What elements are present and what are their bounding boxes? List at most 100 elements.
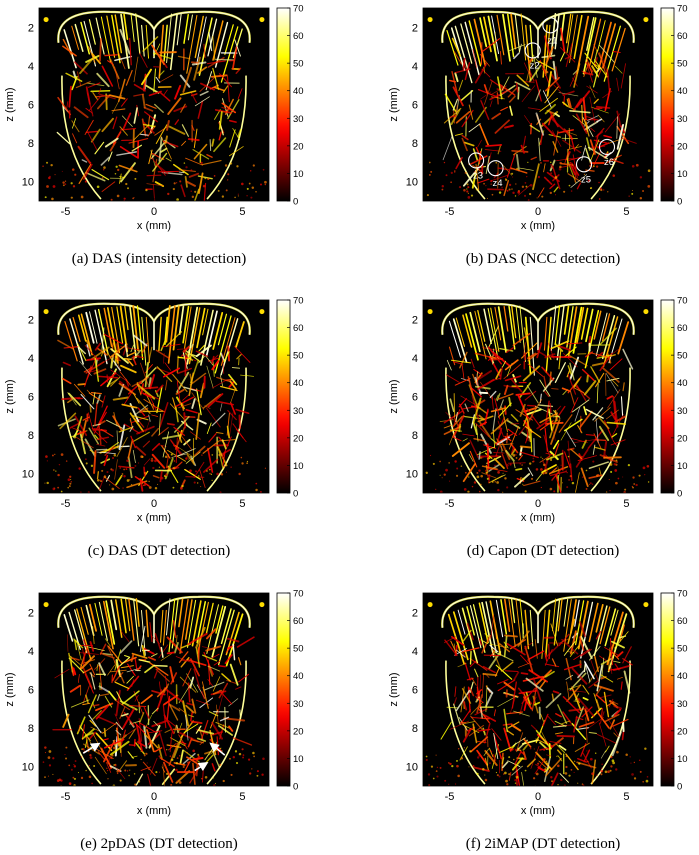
colorbar-tick-label: 40 bbox=[677, 86, 688, 97]
colorbar-tick-label: 50 bbox=[293, 351, 304, 362]
y-tick-label: 2 bbox=[28, 22, 34, 34]
x-tick-label: 5 bbox=[623, 498, 629, 510]
colorbar: 0 10 20 30 40 50 60 70 bbox=[276, 589, 304, 793]
colorbar-tick-label: 20 bbox=[293, 433, 304, 444]
y-axis-label: z (mm) bbox=[4, 87, 16, 121]
colorbar-tick-label: 0 bbox=[677, 489, 682, 500]
panel-caption: (f) 2iMAP (DT detection) bbox=[466, 836, 621, 852]
colorbar-tick-label: 70 bbox=[677, 4, 688, 15]
y-tick-label: 2 bbox=[28, 607, 34, 619]
x-axis-label: x (mm) bbox=[521, 220, 555, 232]
panel-d: -5 0 5 2 4 6 8 10 x (mm) z (mm) 0 10 20 30 40 50 60 70 (d)… bbox=[388, 296, 688, 560]
annotation-circle-z2 bbox=[524, 42, 541, 59]
x-tick-label: 0 bbox=[535, 206, 541, 218]
annotation-circle-z6 bbox=[598, 138, 616, 156]
colorbar-tick-label: 30 bbox=[293, 406, 304, 417]
colorbar-tick-label: 30 bbox=[677, 114, 688, 125]
y-tick-label: 10 bbox=[22, 177, 34, 189]
y-tick-label: 4 bbox=[412, 61, 418, 73]
annotation-label-z4: z4 bbox=[493, 178, 503, 189]
panel-a: -5 0 5 2 4 6 8 10 x (mm) z (mm) 0 10 20 30 40 50 60 70 (a)… bbox=[4, 4, 304, 268]
y-axis-label: z (mm) bbox=[4, 379, 16, 413]
x-tick-label: 0 bbox=[535, 791, 541, 803]
y-tick-label: 6 bbox=[28, 392, 34, 404]
colorbar-tick-label: 50 bbox=[677, 351, 688, 362]
y-tick-label: 10 bbox=[22, 762, 34, 774]
annotation-label-z2: z2 bbox=[530, 60, 540, 71]
x-axis-label: x (mm) bbox=[137, 805, 171, 817]
y-tick-label: 4 bbox=[412, 353, 418, 365]
vessel-map bbox=[42, 10, 267, 201]
y-tick-label: 4 bbox=[28, 353, 34, 365]
colorbar-tick-label: 20 bbox=[677, 433, 688, 444]
colorbar-tick-label: 60 bbox=[677, 323, 688, 334]
y-tick-label: 6 bbox=[412, 685, 418, 697]
y-tick-label: 8 bbox=[412, 430, 418, 442]
colorbar-tick-label: 20 bbox=[677, 141, 688, 152]
x-axis-label: x (mm) bbox=[137, 220, 171, 232]
colorbar-gradient bbox=[660, 7, 675, 202]
colorbar-tick-label: 20 bbox=[677, 726, 688, 737]
annotation-circle-z4 bbox=[487, 160, 504, 177]
colorbar-gradient bbox=[660, 592, 675, 787]
panel-caption: (e) 2pDAS (DT detection) bbox=[80, 836, 238, 852]
vessel-map bbox=[42, 595, 265, 786]
x-tick-label: 5 bbox=[239, 791, 245, 803]
colorbar: 0 10 20 30 40 50 60 70 bbox=[276, 4, 304, 208]
colorbar-tick-label: 70 bbox=[293, 296, 304, 307]
x-tick-label: -5 bbox=[445, 206, 455, 218]
annotation-arrow-2 bbox=[209, 742, 226, 756]
vessel-map bbox=[425, 595, 649, 786]
panel-e: -5 0 5 2 4 6 8 10 x (mm) z (mm) 0 10 20 30 40 50 60 70 (e)… bbox=[4, 589, 304, 853]
colorbar: 0 10 20 30 40 50 60 70 bbox=[660, 296, 688, 500]
colorbar-tick-label: 40 bbox=[677, 378, 688, 389]
y-axis-label: z (mm) bbox=[388, 87, 400, 121]
colorbar-tick-label: 70 bbox=[293, 589, 304, 600]
colorbar-gradient bbox=[660, 299, 675, 494]
x-tick-label: 0 bbox=[151, 791, 157, 803]
x-axis-label: x (mm) bbox=[521, 805, 555, 817]
colorbar-gradient bbox=[276, 299, 291, 494]
colorbar-tick-label: 30 bbox=[293, 699, 304, 710]
y-tick-label: 8 bbox=[28, 138, 34, 150]
x-tick-label: 0 bbox=[151, 206, 157, 218]
colorbar-tick-label: 30 bbox=[293, 114, 304, 125]
x-tick-label: 0 bbox=[151, 498, 157, 510]
colorbar-tick-label: 10 bbox=[293, 461, 304, 472]
colorbar-tick-label: 60 bbox=[677, 31, 688, 42]
annotation-circle-z3 bbox=[468, 152, 485, 169]
annotation-label-z1: z1 bbox=[547, 35, 557, 46]
x-axis-label: x (mm) bbox=[137, 512, 171, 524]
colorbar-tick-label: 50 bbox=[293, 59, 304, 70]
colorbar-tick-label: 70 bbox=[677, 296, 688, 307]
y-tick-label: 6 bbox=[28, 685, 34, 697]
panel-b: z1 z2 z3 z4 z5 z6 -5 0 5 2 4 6 8 10 x (mm) z (mm) 0 10 20 3… bbox=[388, 4, 688, 268]
y-tick-label: 4 bbox=[28, 646, 34, 658]
colorbar: 0 10 20 30 40 50 60 70 bbox=[660, 4, 688, 208]
x-tick-label: -5 bbox=[445, 498, 455, 510]
x-tick-label: -5 bbox=[445, 791, 455, 803]
x-tick-label: 5 bbox=[623, 791, 629, 803]
colorbar-tick-label: 0 bbox=[293, 489, 298, 500]
colorbar: 0 10 20 30 40 50 60 70 bbox=[660, 589, 688, 793]
x-tick-label: 5 bbox=[239, 498, 245, 510]
colorbar-tick-label: 0 bbox=[677, 782, 682, 793]
y-tick-label: 4 bbox=[412, 646, 418, 658]
colorbar-tick-label: 10 bbox=[293, 754, 304, 765]
annotation-arrow-3 bbox=[194, 761, 209, 772]
colorbar-tick-label: 50 bbox=[677, 644, 688, 655]
x-tick-label: 0 bbox=[535, 498, 541, 510]
colorbar-tick-label: 10 bbox=[677, 461, 688, 472]
colorbar-tick-label: 10 bbox=[293, 169, 304, 180]
annotation-label-z3: z3 bbox=[473, 170, 483, 181]
y-axis-label: z (mm) bbox=[4, 672, 16, 706]
colorbar-tick-label: 0 bbox=[677, 197, 682, 208]
colorbar-tick-label: 60 bbox=[293, 616, 304, 627]
colorbar-tick-label: 20 bbox=[293, 141, 304, 152]
colorbar-tick-label: 40 bbox=[293, 86, 304, 97]
colorbar-tick-label: 70 bbox=[293, 4, 304, 15]
y-axis-label: z (mm) bbox=[388, 379, 400, 413]
colorbar-tick-label: 40 bbox=[293, 378, 304, 389]
annotation-label-z5: z5 bbox=[581, 174, 591, 185]
